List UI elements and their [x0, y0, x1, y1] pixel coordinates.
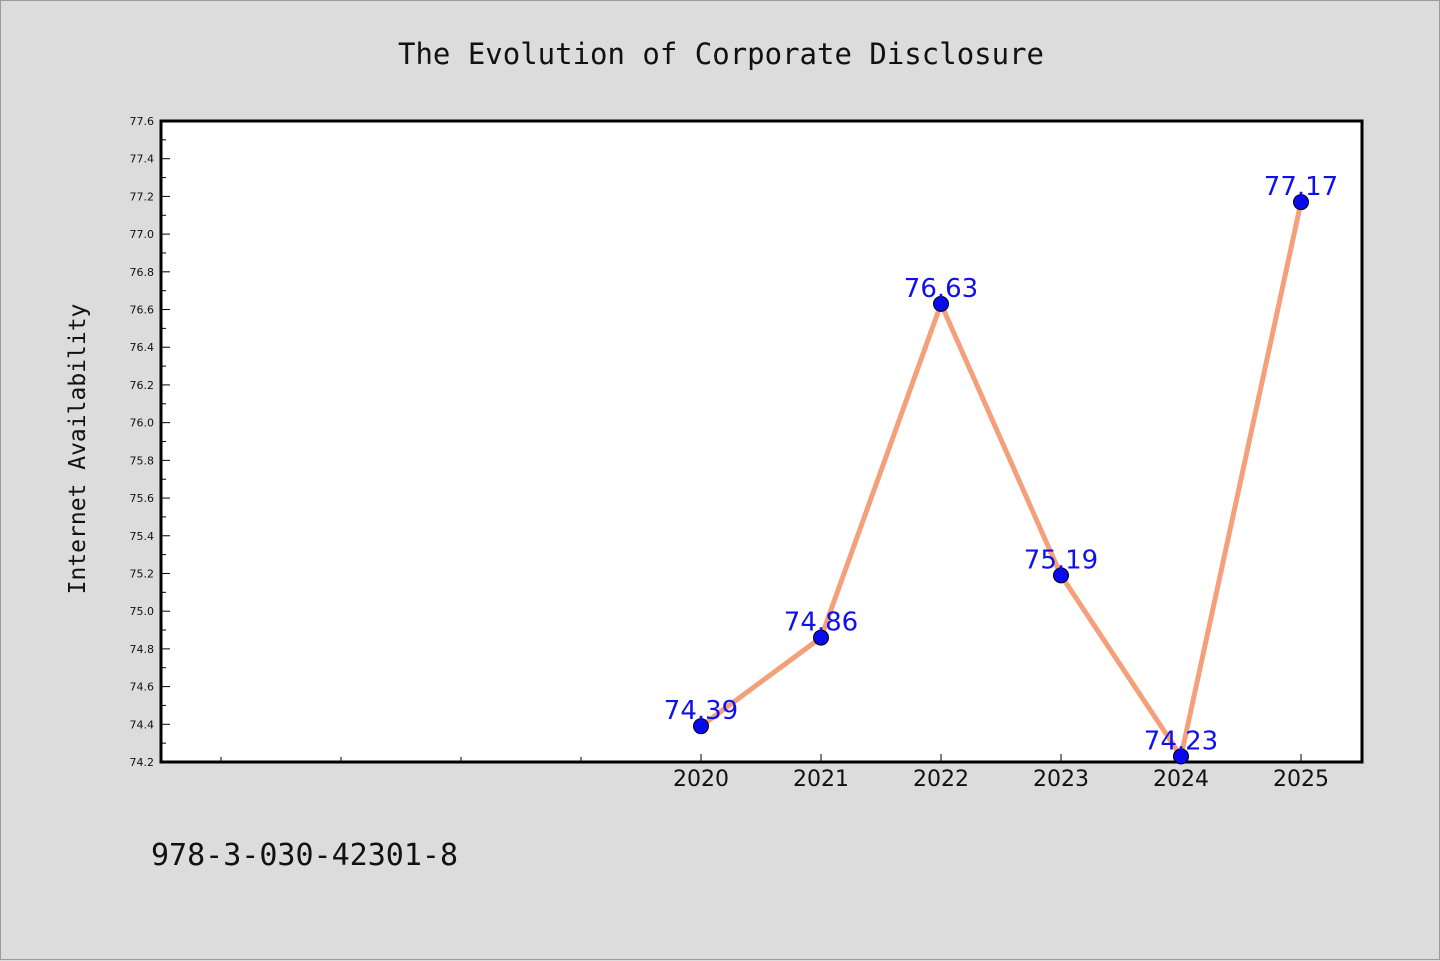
y-axis-label: Internet Availability [65, 304, 91, 595]
x-tick-label: 2020 [673, 767, 729, 792]
plot-area [159, 119, 1364, 764]
series-polyline [699, 201, 1304, 759]
y-tick-label: 75.8 [130, 454, 155, 467]
y-tick-label: 74.2 [130, 756, 155, 769]
y-tick-label: 74.6 [130, 681, 155, 694]
y-tick-label: 77.4 [130, 153, 155, 166]
y-tick-label: 75.6 [130, 492, 155, 505]
y-axis: 74.2 74.4 74.6 74.8 75.0 75.2 75.4 75.6 75.8 76.0… [130, 115, 170, 769]
y-tick-label: 74.4 [130, 718, 155, 731]
y-tick-label: 76.6 [130, 304, 155, 317]
x-tick-label: 2025 [1273, 767, 1329, 792]
y-tick-label: 77.2 [130, 190, 155, 203]
footer-isbn: 978-3-030-42301-8 [151, 838, 458, 873]
data-label: 74.23 [1144, 726, 1218, 756]
chart-title: The Evolution of Corporate Disclosure [398, 37, 1044, 71]
y-tick-label: 75.0 [130, 605, 155, 618]
data-point-marker [933, 295, 949, 312]
data-label: 74.86 [784, 608, 858, 638]
x-axis: 2020 2021 2022 2023 2024 2025 [220, 754, 1329, 792]
data-label: 74.39 [664, 696, 738, 726]
data-point-marker [813, 629, 829, 646]
y-tick-label: 75.4 [130, 530, 155, 543]
x-tick-label: 2023 [1033, 767, 1089, 792]
x-tick-label: 2022 [913, 767, 969, 792]
y-tick-label: 76.4 [130, 341, 155, 354]
y-tick-label: 77.6 [130, 115, 155, 128]
data-point-marker [693, 718, 709, 735]
series-line: 74.39 74.86 76.63 75.19 74.23 77.17 [664, 172, 1338, 765]
y-tick-label: 77.0 [130, 228, 155, 241]
data-point-marker [1053, 567, 1069, 584]
x-tick-label: 2021 [793, 767, 849, 792]
y-tick-label: 74.8 [130, 643, 155, 656]
x-tick-label: 2024 [1153, 767, 1209, 792]
y-tick-label: 76.0 [130, 417, 155, 430]
y-tick-label: 76.2 [130, 379, 155, 392]
y-tick-label: 75.2 [130, 567, 155, 580]
data-label: 77.17 [1264, 172, 1338, 202]
y-tick-label: 76.8 [130, 266, 155, 279]
data-point-marker [1173, 748, 1189, 765]
data-label: 75.19 [1024, 545, 1098, 575]
data-point-marker [1293, 194, 1309, 211]
data-label: 76.63 [904, 274, 978, 304]
